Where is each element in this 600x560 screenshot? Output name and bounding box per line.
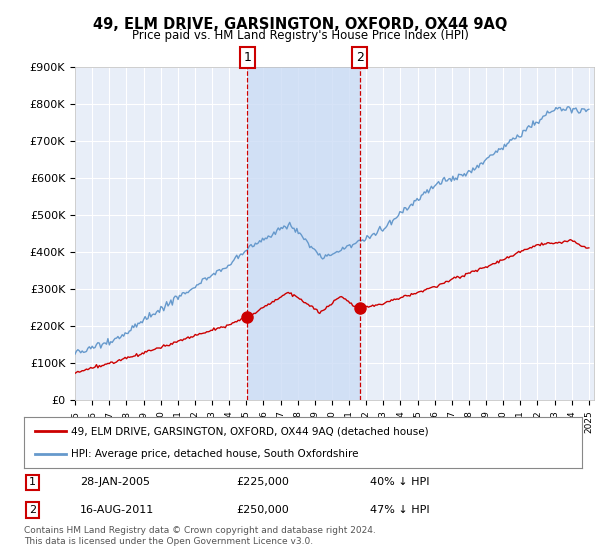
Text: 2: 2 — [29, 505, 36, 515]
Text: 47% ↓ HPI: 47% ↓ HPI — [370, 505, 430, 515]
Text: HPI: Average price, detached house, South Oxfordshire: HPI: Average price, detached house, Sout… — [71, 450, 359, 460]
Text: £250,000: £250,000 — [236, 505, 289, 515]
Text: 16-AUG-2011: 16-AUG-2011 — [80, 505, 154, 515]
Text: 1: 1 — [29, 478, 36, 487]
Text: 2: 2 — [356, 51, 364, 64]
Bar — [247, 67, 359, 400]
Text: 49, ELM DRIVE, GARSINGTON, OXFORD, OX44 9AQ: 49, ELM DRIVE, GARSINGTON, OXFORD, OX44 … — [93, 17, 507, 32]
Text: Contains HM Land Registry data © Crown copyright and database right 2024.
This d: Contains HM Land Registry data © Crown c… — [24, 526, 376, 546]
Text: 40% ↓ HPI: 40% ↓ HPI — [370, 478, 430, 487]
Text: 49, ELM DRIVE, GARSINGTON, OXFORD, OX44 9AQ (detached house): 49, ELM DRIVE, GARSINGTON, OXFORD, OX44 … — [71, 426, 429, 436]
Text: £225,000: £225,000 — [236, 478, 289, 487]
Text: 28-JAN-2005: 28-JAN-2005 — [80, 478, 150, 487]
Text: 1: 1 — [244, 51, 251, 64]
Text: Price paid vs. HM Land Registry's House Price Index (HPI): Price paid vs. HM Land Registry's House … — [131, 29, 469, 42]
